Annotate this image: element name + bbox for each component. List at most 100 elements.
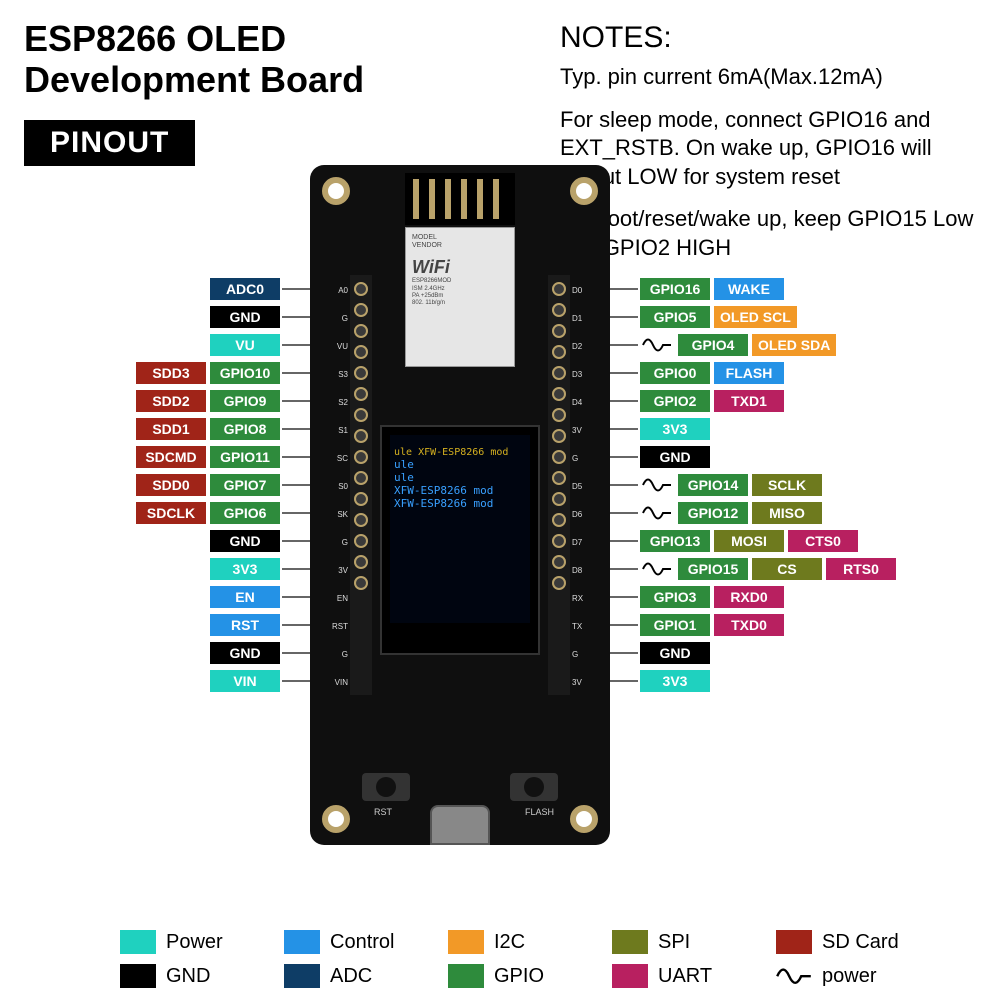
pin-tag-oled-scl: OLED SCL	[714, 306, 797, 328]
pin-row: SDD0GPIO7	[0, 471, 310, 499]
pin-row: GPIO12MISO	[610, 499, 1000, 527]
pin-row: GPIO0FLASH	[610, 359, 1000, 387]
pin-header-right	[548, 275, 570, 695]
pin-tag-oled-sda: OLED SDA	[752, 334, 836, 356]
legend-item-control: Control	[284, 930, 448, 954]
pin-tag-rxd0: RXD0	[714, 586, 784, 608]
legend-swatch	[776, 930, 812, 954]
pin-tag-rts0: RTS0	[826, 558, 896, 580]
pin-tag-gpio1: GPIO1	[640, 614, 710, 636]
pin-row: GPIO16WAKE	[610, 275, 1000, 303]
wire	[610, 680, 638, 682]
pin-tag-gpio0: GPIO0	[640, 362, 710, 384]
pin-row: GPIO1TXD0	[610, 611, 1000, 639]
notes-line: For sleep mode, connect GPIO16 and EXT_R…	[560, 106, 975, 192]
pin-row: VIN	[0, 667, 310, 695]
pin-tag-vin: VIN	[210, 670, 280, 692]
pin-tag-gnd: GND	[640, 642, 710, 664]
legend: PowerControlI2CSPISD CardGNDADCGPIOUARTp…	[120, 930, 940, 988]
flash-button-label: FLASH	[525, 807, 554, 817]
wire	[610, 428, 638, 430]
pin-row: RST	[0, 611, 310, 639]
pin-labels-left: ADC0GNDVUSDD3GPIO10SDD2GPIO9SDD1GPIO8SDC…	[0, 275, 310, 695]
wire	[282, 316, 310, 318]
pin-row: SDCLKGPIO6	[0, 499, 310, 527]
pin-row: GND	[0, 527, 310, 555]
legend-label: SPI	[658, 931, 690, 954]
pin-tag-gpio10: GPIO10	[210, 362, 280, 384]
pin-row: ADC0	[0, 275, 310, 303]
pin-row: GPIO13MOSICTS0	[610, 527, 1000, 555]
pin-tag-mosi: MOSI	[714, 530, 784, 552]
oled-display: ule XFW-ESP8266 moduleuleXFW-ESP8266 mod…	[380, 425, 540, 655]
reset-button-label: RST	[374, 807, 392, 817]
pwm-icon	[642, 558, 672, 580]
esp8266-shield: MODEL VENDOR WiFi ESP8266MOD ISM 2.4GHz …	[405, 227, 515, 367]
pin-tag-gpio14: GPIO14	[678, 474, 748, 496]
legend-label: I2C	[494, 931, 525, 954]
title-line2: Development Board	[24, 59, 364, 100]
legend-item-spi: SPI	[612, 930, 776, 954]
legend-item-gpio: GPIO	[448, 964, 612, 988]
notes-line: On boot/reset/wake up, keep GPIO15 Low a…	[560, 205, 975, 262]
pin-tag-rst: RST	[210, 614, 280, 636]
pwm-icon	[776, 964, 812, 988]
legend-swatch	[448, 930, 484, 954]
board-pcb: MODEL VENDOR WiFi ESP8266MOD ISM 2.4GHz …	[310, 165, 610, 845]
legend-label: power	[822, 965, 876, 988]
pin-tag-cs: CS	[752, 558, 822, 580]
pin-row: GND	[610, 443, 1000, 471]
pin-tag-gpio3: GPIO3	[640, 586, 710, 608]
wire	[610, 456, 638, 458]
pin-tag-wake: WAKE	[714, 278, 784, 300]
pin-tag-gpio4: GPIO4	[678, 334, 748, 356]
pin-tag-gpio11: GPIO11	[210, 446, 280, 468]
wire	[282, 428, 310, 430]
flash-button	[510, 773, 558, 801]
pin-row: 3V3	[610, 415, 1000, 443]
pin-tag-gpio8: GPIO8	[210, 418, 280, 440]
title-line1: ESP8266 OLED	[24, 18, 286, 59]
pin-tag-gpio7: GPIO7	[210, 474, 280, 496]
pin-tag-3v3: 3V3	[210, 558, 280, 580]
wire	[282, 624, 310, 626]
pin-tag-cts0: CTS0	[788, 530, 858, 552]
wire	[282, 680, 310, 682]
legend-swatch	[120, 964, 156, 988]
wire	[610, 344, 638, 346]
wifi-antenna	[405, 173, 515, 225]
pin-tag-gpio15: GPIO15	[678, 558, 748, 580]
legend-swatch	[612, 930, 648, 954]
pin-tag-txd1: TXD1	[714, 390, 784, 412]
pin-row: EN	[0, 583, 310, 611]
silkscreen-right: D0D1D2D3D43VGD5D6D7D8RXTXG3V	[572, 277, 592, 697]
legend-item-gnd: GND	[120, 964, 284, 988]
wire	[282, 540, 310, 542]
wire	[282, 652, 310, 654]
pin-tag-sdd0: SDD0	[136, 474, 206, 496]
legend-label: Power	[166, 931, 223, 954]
notes-block: NOTES: Typ. pin current 6mA(Max.12mA) Fo…	[560, 18, 975, 277]
pin-row: 3V3	[0, 555, 310, 583]
pin-tag-txd0: TXD0	[714, 614, 784, 636]
wire	[610, 316, 638, 318]
wire	[610, 568, 638, 570]
legend-swatch	[120, 930, 156, 954]
pin-tag-gpio2: GPIO2	[640, 390, 710, 412]
oled-screen: ule XFW-ESP8266 moduleuleXFW-ESP8266 mod…	[390, 435, 530, 623]
pin-tag-gnd: GND	[640, 446, 710, 468]
wire	[282, 372, 310, 374]
legend-item-power: power	[776, 964, 940, 988]
reset-button	[362, 773, 410, 801]
screw-hole	[570, 177, 598, 205]
wire	[610, 540, 638, 542]
wire	[282, 288, 310, 290]
pwm-icon	[642, 334, 672, 356]
legend-swatch	[284, 964, 320, 988]
legend-item-power: Power	[120, 930, 284, 954]
wire	[282, 484, 310, 486]
pin-tag-sdd2: SDD2	[136, 390, 206, 412]
wire	[282, 344, 310, 346]
notes-line: Typ. pin current 6mA(Max.12mA)	[560, 63, 975, 92]
wire	[610, 624, 638, 626]
